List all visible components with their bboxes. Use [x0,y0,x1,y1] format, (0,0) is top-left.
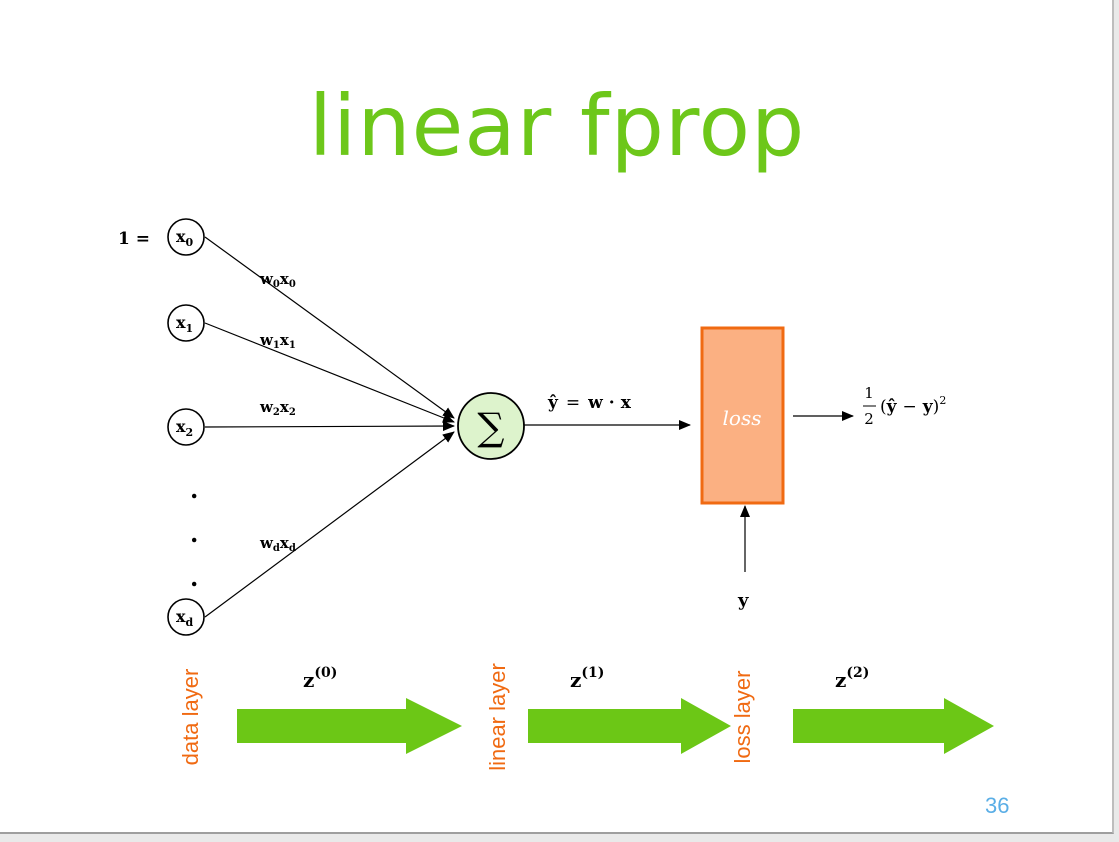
weight-label-2: w2x2 [259,398,296,418]
edge-x1 [204,322,455,423]
input-node-x1: x1 [167,304,205,342]
weight-label-0: w0x0 [259,270,296,290]
input-label: x0 [176,227,194,249]
weight-label-1: w1x1 [259,331,296,351]
flow-label-0: z(0) [303,665,337,692]
sum-node: ∑ [457,392,525,460]
squared-error: (ŷ − y)2 [880,394,946,417]
loss-formula: 1 2 (ŷ − y)2 [863,384,946,428]
input-node-x2: x2 [167,408,205,446]
fraction-denominator: 2 [864,410,874,428]
ellipsis: . . . [190,475,198,592]
prediction-equation: ŷ = w · x [547,393,632,413]
edge-x0 [204,236,455,419]
edge-xd [204,431,455,618]
bias-prefix: 1 = [118,229,150,249]
layer-label-loss: loss layer [730,671,755,764]
input-label: xd [176,607,194,629]
input-edges [204,236,455,618]
sigma-symbol: ∑ [477,405,504,449]
svg-text:.: . [190,475,198,504]
flow-label-1: z(1) [570,665,604,692]
target-label: y [737,590,749,611]
svg-text:.: . [190,519,198,548]
svg-text:.: . [190,563,198,592]
flow-arrow-2 [793,698,994,754]
slide-title: linear fprop [308,77,806,175]
flow-label-2: z(2) [835,665,869,692]
input-label: x1 [176,313,193,335]
flow-arrow-1 [528,698,731,754]
input-node-x0: 1 = x0 [118,218,205,256]
loss-box-label: loss [723,406,762,430]
input-label: x2 [176,417,193,439]
layer-label-linear: linear layer [485,663,510,771]
page-number: 36 [985,793,1010,818]
edge-x2 [204,421,455,432]
layer-label-data: data layer [178,669,203,766]
fraction-numerator: 1 [864,384,874,402]
weight-label-d: wdxd [259,534,296,554]
flow-arrow-0 [237,698,462,754]
loss-box: loss [700,326,785,505]
input-node-xd: xd [167,598,205,636]
